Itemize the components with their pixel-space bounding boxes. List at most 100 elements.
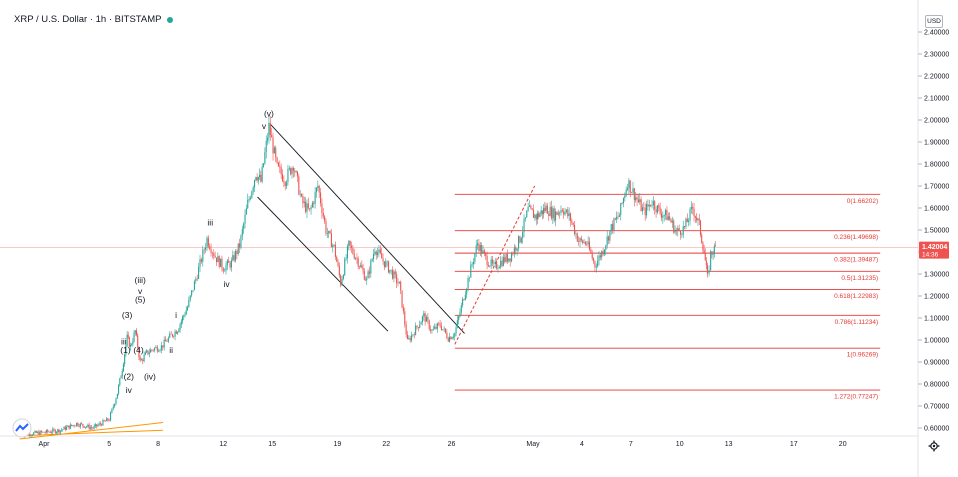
candle-body bbox=[436, 323, 438, 329]
candle-body bbox=[379, 249, 381, 254]
candle-body bbox=[599, 255, 601, 258]
price-tag-background bbox=[919, 241, 949, 259]
candle-body bbox=[104, 421, 106, 422]
candle-body bbox=[300, 194, 303, 197]
candle-body bbox=[502, 257, 504, 266]
candle-body bbox=[428, 320, 430, 329]
candle-body bbox=[62, 429, 64, 430]
candle-body bbox=[427, 316, 429, 321]
settings-gear-icon[interactable] bbox=[928, 440, 940, 452]
candle-body bbox=[125, 345, 127, 355]
candle-body bbox=[662, 215, 664, 218]
candle-body bbox=[633, 188, 635, 201]
candle-body bbox=[543, 207, 545, 215]
candle-body bbox=[554, 211, 557, 221]
candle-body bbox=[598, 255, 600, 261]
candle-body bbox=[605, 245, 607, 250]
candle-body bbox=[489, 265, 491, 267]
candle-body bbox=[305, 201, 307, 212]
candle-body bbox=[472, 261, 475, 264]
candle-body bbox=[647, 204, 649, 207]
candle-body bbox=[102, 420, 104, 426]
candle-body bbox=[371, 259, 373, 261]
candle-body bbox=[148, 352, 150, 355]
wave-label: (1) bbox=[120, 345, 131, 355]
candle-body bbox=[256, 177, 258, 181]
candle-body bbox=[518, 236, 520, 249]
x-tick-label: 22 bbox=[382, 441, 390, 448]
candle-body bbox=[110, 412, 112, 421]
candle-body bbox=[324, 216, 326, 222]
fib-level-label: 1(0.96269) bbox=[847, 352, 878, 359]
candle-body bbox=[185, 310, 187, 315]
candle-body bbox=[203, 249, 205, 251]
candle-body bbox=[288, 168, 290, 169]
candle-body bbox=[173, 336, 175, 337]
candle-body bbox=[129, 344, 131, 347]
candle-body bbox=[486, 256, 488, 266]
candle-body bbox=[370, 260, 372, 274]
candle-body bbox=[239, 243, 241, 248]
candle-body bbox=[195, 278, 197, 282]
candle-body bbox=[459, 312, 461, 317]
candle-body bbox=[644, 207, 646, 216]
candle-body bbox=[713, 245, 715, 255]
candle-body bbox=[59, 430, 61, 433]
candle-body bbox=[52, 429, 54, 433]
candle-body bbox=[526, 211, 528, 218]
candle-body bbox=[169, 333, 171, 338]
candle-body bbox=[344, 259, 346, 276]
candle-body bbox=[222, 268, 224, 272]
candle-body bbox=[588, 241, 591, 250]
candle-body bbox=[434, 326, 436, 329]
candle-body bbox=[342, 275, 344, 279]
candle-body bbox=[383, 261, 385, 268]
candle-body bbox=[666, 209, 668, 221]
candle-body bbox=[464, 294, 466, 300]
candle-body bbox=[272, 137, 274, 154]
currency-button[interactable]: USD bbox=[925, 15, 943, 28]
candle-body bbox=[701, 234, 703, 243]
candle-body bbox=[578, 241, 580, 243]
candle-body bbox=[341, 278, 343, 286]
fib-level-label: 1.272(0.77247) bbox=[834, 394, 878, 401]
candle-body bbox=[63, 426, 65, 430]
candle-body bbox=[532, 210, 535, 218]
candle-body bbox=[421, 316, 423, 322]
candle-body bbox=[490, 259, 492, 266]
candle-body bbox=[597, 260, 599, 267]
candle-body bbox=[447, 338, 449, 342]
candle-body bbox=[442, 329, 444, 330]
candle-body bbox=[454, 333, 456, 337]
candle-body bbox=[366, 278, 368, 281]
candle-body bbox=[621, 203, 623, 204]
candle-body bbox=[682, 226, 684, 235]
candle-body bbox=[309, 208, 311, 210]
wave-label: (2) bbox=[124, 372, 135, 382]
candle-body bbox=[206, 237, 208, 248]
candle-body bbox=[43, 431, 45, 433]
candle-body bbox=[81, 423, 83, 425]
candle-body bbox=[155, 346, 157, 348]
candle-body bbox=[411, 335, 413, 341]
wave-label: (v) bbox=[264, 109, 274, 119]
candle-body bbox=[470, 264, 472, 278]
candle-body bbox=[439, 323, 441, 326]
candle-body bbox=[320, 192, 322, 204]
candle-body bbox=[198, 266, 200, 279]
candle-body bbox=[191, 290, 193, 296]
candle-body bbox=[61, 429, 63, 431]
candle-body bbox=[500, 260, 502, 268]
wave-label: v bbox=[138, 286, 143, 296]
candle-body bbox=[337, 261, 339, 266]
wave-label: (iii) bbox=[135, 275, 146, 285]
candle-body bbox=[413, 334, 415, 336]
candle-body bbox=[584, 242, 586, 245]
candle-body bbox=[259, 174, 261, 178]
candle-body bbox=[120, 376, 122, 379]
candle-body bbox=[674, 229, 676, 233]
candle-body bbox=[283, 181, 285, 183]
candle-body bbox=[548, 213, 550, 216]
candle-body bbox=[567, 209, 569, 217]
